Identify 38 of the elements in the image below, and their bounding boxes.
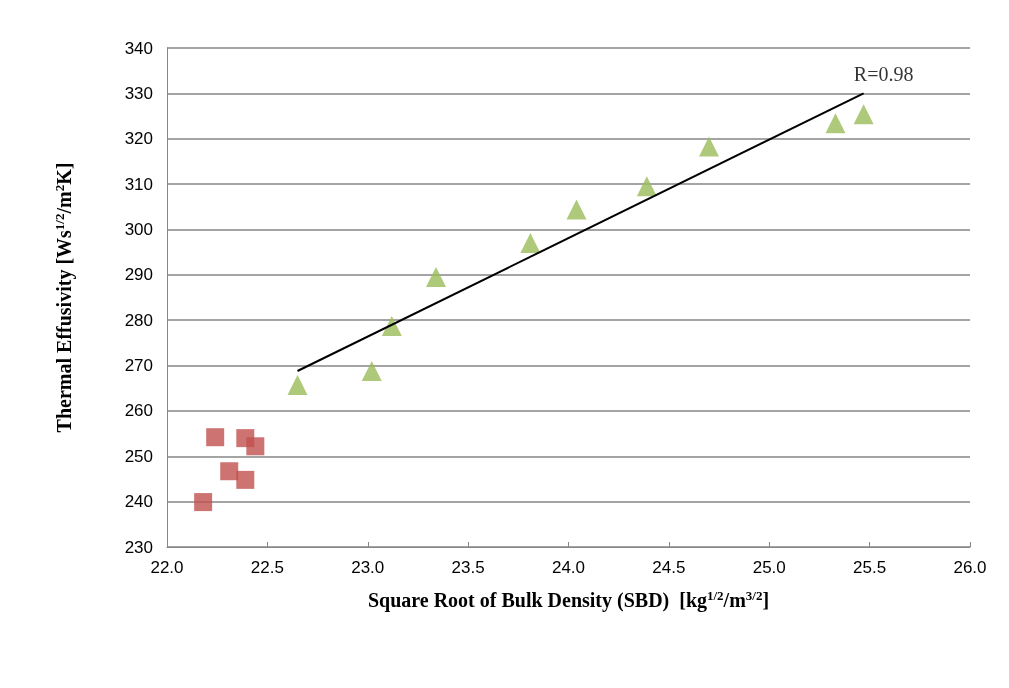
y-tick-label: 230	[124, 537, 153, 557]
point	[636, 176, 657, 197]
y-tick-label: 340	[124, 38, 153, 58]
y-tick-label: 330	[124, 83, 153, 103]
x-tick-label: 26.0	[953, 558, 987, 577]
x-tick-label: 24.5	[652, 558, 686, 577]
point	[287, 375, 308, 396]
annotation: R=0.98	[853, 63, 914, 86]
y-tick-label: 280	[124, 310, 153, 330]
point	[853, 104, 874, 125]
point	[566, 199, 587, 220]
y-tick-label: 310	[124, 174, 153, 194]
x-tick-label: 23.0	[351, 558, 385, 577]
y-tick-label: 320	[124, 129, 153, 149]
point	[246, 437, 265, 456]
x-tick-label: 25.5	[853, 558, 887, 577]
y-axis-title: Thermal Effusivity [Ws1/2/m2K]	[52, 162, 76, 433]
point	[825, 113, 846, 134]
y-tick-label: 300	[124, 219, 153, 239]
y-tick-label: 260	[124, 401, 153, 421]
point	[361, 360, 382, 381]
y-tick-label: 270	[124, 356, 153, 376]
point	[194, 493, 213, 512]
x-tick-label: 23.5	[451, 558, 485, 577]
point	[699, 136, 720, 157]
point	[520, 233, 541, 254]
x-tick-label: 22.0	[150, 558, 184, 577]
x-tick-label: 22.5	[250, 558, 284, 577]
point	[220, 462, 239, 481]
point	[381, 316, 402, 337]
y-tick-label: 240	[124, 492, 153, 512]
y-tick-label: 250	[124, 446, 153, 466]
x-tick-label: 24.0	[551, 558, 586, 577]
point	[426, 267, 447, 288]
point	[206, 428, 225, 447]
point	[236, 470, 255, 489]
y-tick-label: 290	[124, 265, 153, 285]
x-tick-label: 25.0	[752, 558, 786, 577]
